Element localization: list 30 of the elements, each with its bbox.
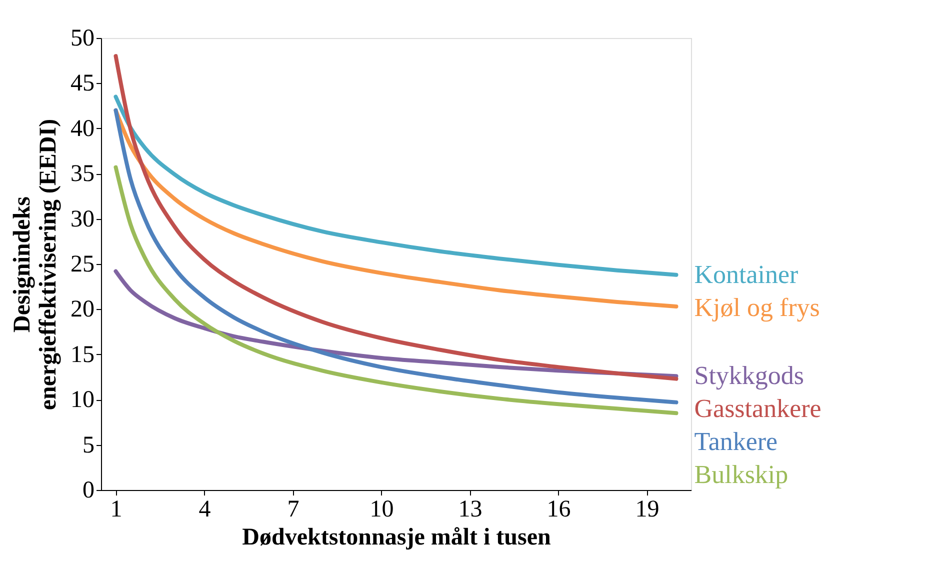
series-label: Bulkskip bbox=[694, 460, 788, 490]
x-tick-label: 7 bbox=[287, 496, 300, 522]
series-label: Kontainer bbox=[694, 260, 799, 289]
y-tick-label: 35 bbox=[70, 161, 94, 188]
line-series bbox=[114, 165, 678, 416]
y-tick-label: 0 bbox=[82, 478, 94, 504]
y-tick-label: 20 bbox=[70, 296, 94, 323]
line-series bbox=[114, 108, 678, 404]
y-tick-label: 25 bbox=[70, 252, 94, 278]
x-tick-label: 16 bbox=[546, 496, 571, 522]
y-tick-label: 5 bbox=[82, 432, 94, 458]
line-series bbox=[114, 94, 678, 277]
y-tick-label: 30 bbox=[70, 206, 94, 232]
x-tick-label: 1 bbox=[110, 496, 122, 522]
series-label: Kjøl og frys bbox=[694, 292, 820, 322]
y-tick-label: 15 bbox=[70, 342, 94, 368]
x-tick-label: 4 bbox=[198, 496, 211, 522]
y-tick-label: 10 bbox=[70, 387, 94, 414]
x-tick-label: 19 bbox=[635, 496, 660, 522]
series-label: Gasstankere bbox=[694, 394, 822, 424]
y-axis-title: Designindeks energieffektivisering (EEDI) bbox=[10, 118, 62, 410]
x-tick-label: 13 bbox=[458, 496, 482, 522]
y-tick-label: 40 bbox=[70, 116, 94, 142]
x-axis-title: Dødvektstonnasje målt i tusen bbox=[242, 524, 551, 550]
series-label: Stykkgods bbox=[694, 361, 804, 390]
y-tick-label: 45 bbox=[70, 70, 94, 97]
series-label: Tankere bbox=[694, 427, 778, 456]
line-series bbox=[114, 54, 678, 381]
x-tick-label: 10 bbox=[370, 496, 394, 522]
y-tick-label: 50 bbox=[70, 26, 94, 52]
